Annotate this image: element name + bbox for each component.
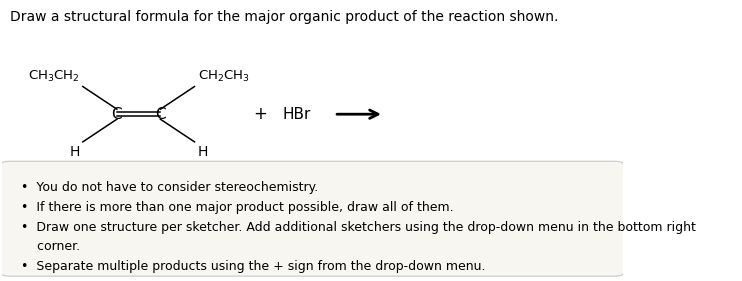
Text: Draw a structural formula for the major organic product of the reaction shown.: Draw a structural formula for the major … (10, 10, 558, 24)
Text: corner.: corner. (21, 241, 80, 253)
Text: •  Separate multiple products using the + sign from the drop-down menu.: • Separate multiple products using the +… (21, 260, 485, 273)
Text: H: H (197, 145, 208, 159)
Text: •  If there is more than one major product possible, draw all of them.: • If there is more than one major produc… (21, 201, 453, 214)
Text: C: C (155, 107, 165, 122)
Text: CH$_2$CH$_3$: CH$_2$CH$_3$ (197, 69, 249, 84)
Text: •  You do not have to consider stereochemistry.: • You do not have to consider stereochem… (21, 181, 318, 194)
Text: +: + (253, 105, 266, 123)
Text: CH$_3$CH$_2$: CH$_3$CH$_2$ (28, 69, 79, 84)
Text: H: H (69, 145, 79, 159)
Text: HBr: HBr (283, 107, 311, 122)
FancyBboxPatch shape (0, 161, 624, 276)
Text: C: C (111, 107, 122, 122)
Text: •  Draw one structure per sketcher. Add additional sketchers using the drop-down: • Draw one structure per sketcher. Add a… (21, 221, 695, 234)
